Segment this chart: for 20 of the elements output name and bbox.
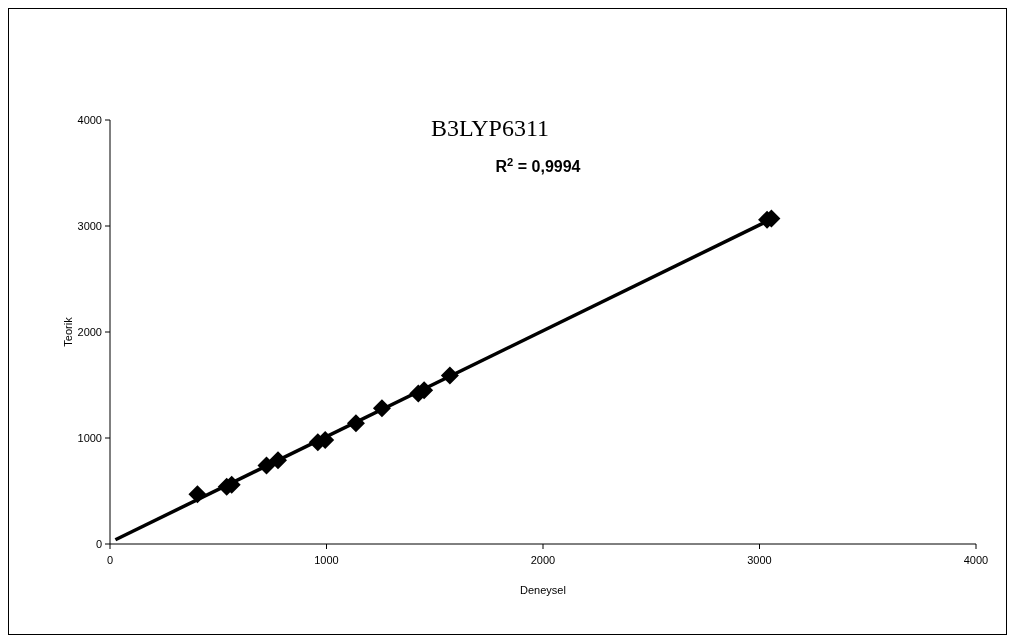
point: [269, 451, 287, 470]
y-tick-label: 2000: [77, 326, 102, 338]
annotation: R$^{2}$ = 0,9994: [495, 156, 581, 175]
x-tick-label: 3000: [747, 554, 772, 566]
x-axis-title: Deneysel: [520, 584, 566, 596]
y-tick-label: 1000: [77, 432, 102, 444]
point: [346, 414, 365, 433]
point: [188, 485, 207, 504]
x-tick-label: 4000: [963, 554, 989, 566]
point: [372, 399, 391, 418]
point: [440, 366, 459, 385]
y-axis-title: Teorik: [62, 316, 74, 347]
x-tick-label: 0: [106, 554, 114, 566]
y-tick-label: 3000: [77, 220, 102, 232]
y-tick-label: 4000: [77, 114, 102, 126]
x-tick-label: 2000: [530, 554, 556, 566]
chart-title: B3LYP6311: [430, 115, 550, 141]
point: [257, 456, 276, 475]
y-tick-label: 0: [95, 538, 102, 550]
x-tick-label: 1000: [314, 554, 339, 566]
